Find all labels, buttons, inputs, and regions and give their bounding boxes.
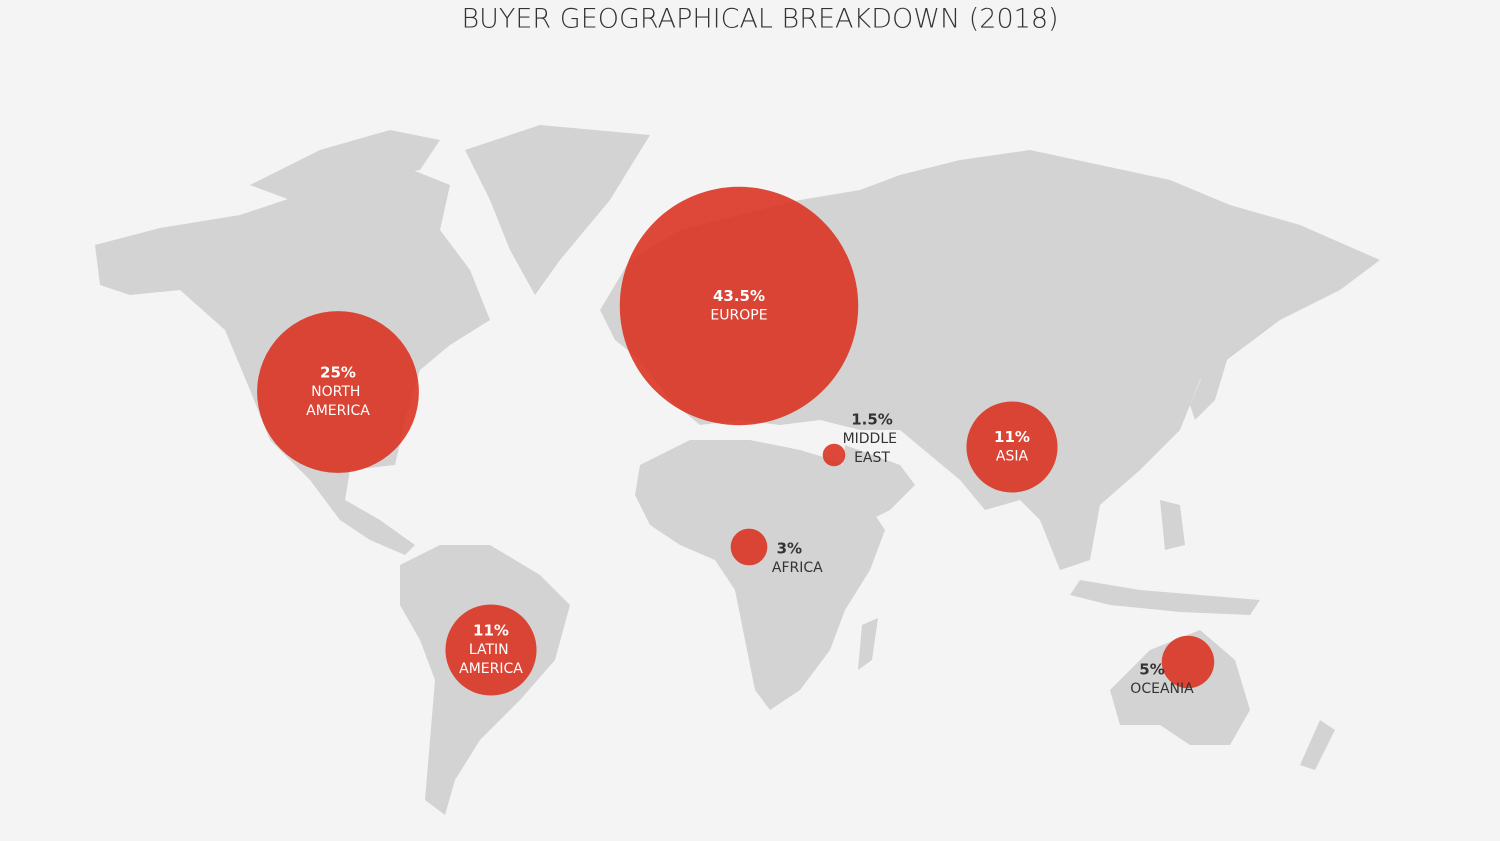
value-label: 5% [1139, 661, 1164, 679]
region-bubble [822, 443, 846, 467]
region-name: OCEANIA [1130, 681, 1194, 697]
philippines [1160, 500, 1185, 550]
value-label: 11% [473, 622, 509, 640]
value-label: 11% [994, 428, 1030, 446]
region-name: AFRICA [772, 560, 823, 576]
region-bubble [1161, 635, 1215, 689]
region-name: MIDDLE EAST [843, 431, 902, 466]
region-name: ASIA [996, 449, 1029, 465]
region-bubble [619, 186, 859, 426]
value-label: 1.5% [851, 411, 893, 429]
madagascar [858, 618, 878, 670]
region-bubble [730, 528, 768, 566]
chart-title: BUYER GEOGRAPHICAL BREAKDOWN (2018) [461, 4, 1058, 35]
australia [1110, 630, 1250, 745]
bubbles: 25% NORTH AMERICA 43.5% EUROPE 1.5% MIDDLE EA… [257, 186, 1215, 697]
africa [635, 440, 885, 710]
arabia [840, 445, 915, 525]
japan [1190, 330, 1230, 420]
value-label: 3% [777, 540, 802, 558]
arctic-islands [250, 130, 440, 200]
value-label: 43.5% [713, 287, 765, 305]
new-zealand [1300, 720, 1335, 770]
region-bubble [257, 311, 419, 473]
region-name: EUROPE [710, 308, 767, 324]
value-label: 25% [320, 364, 356, 382]
indonesia [1070, 580, 1260, 615]
greenland [465, 125, 650, 295]
region-bubble [966, 401, 1058, 493]
region-bubble [445, 604, 537, 696]
region-name: NORTH AMERICA [306, 384, 370, 419]
region-name: LATIN AMERICA [459, 642, 523, 677]
